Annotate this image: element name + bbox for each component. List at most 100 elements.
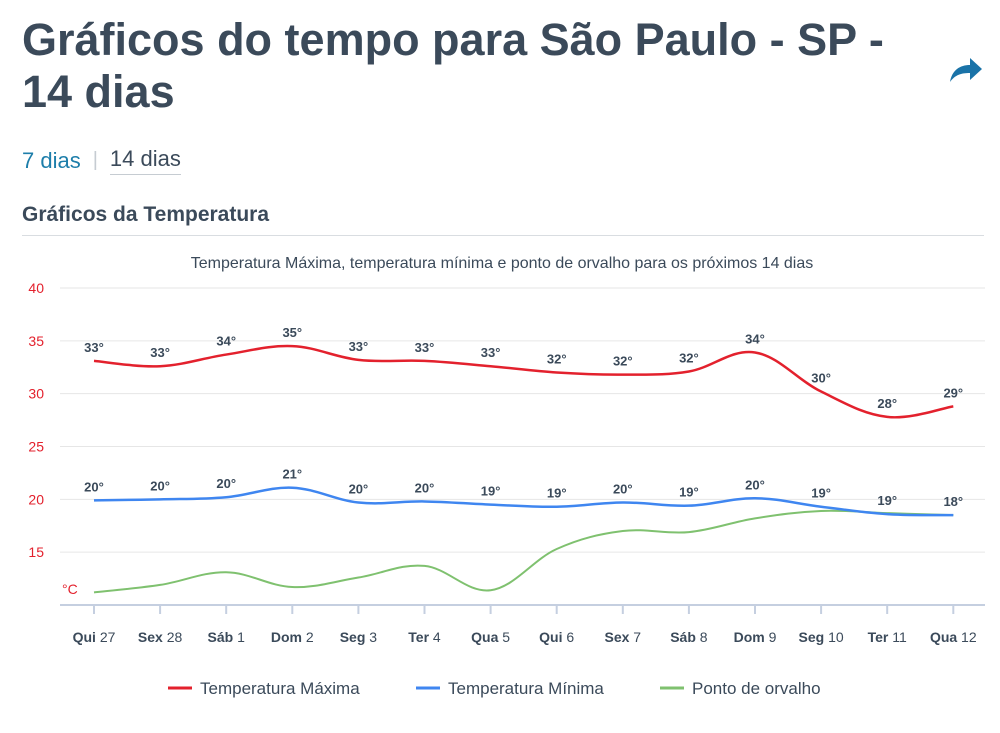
data-label-max: 34° <box>216 334 236 349</box>
data-point-dew <box>224 570 228 574</box>
tab-7-dias[interactable]: 7 dias <box>22 147 81 173</box>
series-line-dew <box>93 509 954 594</box>
data-point-max <box>224 353 228 357</box>
x-tick-label: Seg 3 <box>340 629 378 645</box>
legend-label-min[interactable]: Temperatura Mínima <box>448 679 604 698</box>
data-label-max: 34° <box>745 331 765 346</box>
x-tick-label: Dom 2 <box>271 629 314 645</box>
data-label-max: 28° <box>877 396 897 411</box>
data-label-min: 20° <box>613 482 633 497</box>
x-tick-num: 8 <box>696 629 708 645</box>
data-point-min <box>951 513 955 517</box>
data-point-dew <box>489 588 493 592</box>
x-tick-label: Sex 28 <box>138 629 183 645</box>
data-point-min <box>489 503 493 507</box>
x-tick-num: 4 <box>429 629 441 645</box>
chart-title: Temperatura Máxima, temperatura mínima e… <box>191 255 814 272</box>
data-point-max <box>555 371 559 375</box>
data-point-dew <box>555 547 559 551</box>
x-tick-num: 6 <box>563 629 575 645</box>
x-tick-day: Sáb <box>208 629 234 645</box>
x-axis: Qui 27 Sex 28 Sáb 1 Dom 2 Seg 3 Ter 4 Qua 5 Qui… <box>60 604 985 645</box>
x-tick-num: 28 <box>163 629 183 645</box>
x-tick-label: Qua 12 <box>930 629 977 645</box>
data-point-dew <box>687 530 691 534</box>
x-tick-day: Seg <box>799 629 825 645</box>
data-label-min: 20° <box>216 476 236 491</box>
legend: Temperatura Máxima Temperatura Mínima Pont… <box>168 679 821 698</box>
x-tick-day: Dom <box>271 629 302 645</box>
data-point-dew <box>356 576 360 580</box>
x-tick-day: Qua <box>930 629 957 645</box>
x-tick-label: Sáb 1 <box>208 629 246 645</box>
x-tick-label: Ter 4 <box>408 629 441 645</box>
x-tick-num: 27 <box>96 629 116 645</box>
x-tick-day: Dom <box>734 629 765 645</box>
data-label-min: 20° <box>349 482 369 497</box>
data-label-max: 33° <box>415 340 435 355</box>
y-tick-label: 30 <box>28 386 44 402</box>
data-point-max <box>489 364 493 368</box>
share-icon[interactable] <box>948 56 984 84</box>
page-title: Gráficos do tempo para São Paulo - SP - … <box>22 14 884 117</box>
data-point-dew <box>290 585 294 589</box>
data-point-min <box>158 497 162 501</box>
data-label-max: 33° <box>481 345 501 360</box>
data-label-min: 19° <box>481 484 501 499</box>
tab-14-dias[interactable]: 14 dias <box>109 146 181 175</box>
data-label-min: 19° <box>811 486 831 501</box>
x-tick-num: 11 <box>888 629 907 645</box>
y-tick-label: 40 <box>28 280 44 296</box>
data-point-dew <box>92 590 96 594</box>
data-label-min: 19° <box>547 486 567 501</box>
section-title: Gráficos da Temperatura <box>22 203 984 236</box>
y-tick-label: 25 <box>28 439 44 455</box>
data-label-max: 33° <box>349 339 369 354</box>
data-point-dew <box>621 529 625 533</box>
y-unit-label: °C <box>62 581 78 597</box>
x-tick-num: 1 <box>233 629 245 645</box>
data-point-max <box>753 350 757 354</box>
data-point-min <box>290 486 294 490</box>
x-tick-num: 2 <box>302 629 314 645</box>
x-tick-day: Ter <box>408 629 429 645</box>
legend-label-dew[interactable]: Ponto de orvalho <box>692 679 821 698</box>
data-point-max <box>819 390 823 394</box>
x-tick-label: Qua 5 <box>471 629 510 645</box>
data-point-max <box>423 359 427 363</box>
legend-label-max[interactable]: Temperatura Máxima <box>200 679 360 698</box>
data-point-min <box>356 501 360 505</box>
x-tick-num: 10 <box>824 629 844 645</box>
data-point-dew <box>753 516 757 520</box>
data-labels: 20° 20° 20° 21° 20° 20° 19° 19° 20° 19° 20° 19° 19° 1… <box>84 325 963 509</box>
period-tabs: 7 dias | 14 dias <box>22 146 181 175</box>
y-tick-label: 15 <box>28 544 44 560</box>
data-label-max: 29° <box>943 385 963 400</box>
series-lines <box>92 344 955 594</box>
data-point-max <box>158 364 162 368</box>
x-tick-day: Seg <box>340 629 366 645</box>
data-point-dew <box>819 509 823 513</box>
data-point-min <box>423 499 427 503</box>
x-tick-num: 3 <box>365 629 377 645</box>
x-tick-label: Sex 7 <box>604 629 641 645</box>
x-tick-day: Sex <box>604 629 629 645</box>
x-tick-num: 9 <box>765 629 777 645</box>
x-tick-day: Sex <box>138 629 163 645</box>
data-point-min <box>555 505 559 509</box>
data-point-max <box>356 358 360 362</box>
data-point-min <box>224 495 228 499</box>
grid-lines <box>60 287 985 553</box>
data-label-min: 18° <box>943 494 963 509</box>
y-tick-label: 20 <box>28 491 44 507</box>
data-label-min: 21° <box>282 467 302 482</box>
tab-separator: | <box>92 149 98 171</box>
data-point-max <box>621 373 625 377</box>
data-point-max <box>951 404 955 408</box>
data-label-min: 20° <box>150 478 170 493</box>
data-label-max: 33° <box>150 345 170 360</box>
data-point-max <box>290 344 294 348</box>
data-label-min: 19° <box>679 485 699 500</box>
x-tick-label: Seg 10 <box>799 629 844 645</box>
data-label-max: 35° <box>282 325 302 340</box>
